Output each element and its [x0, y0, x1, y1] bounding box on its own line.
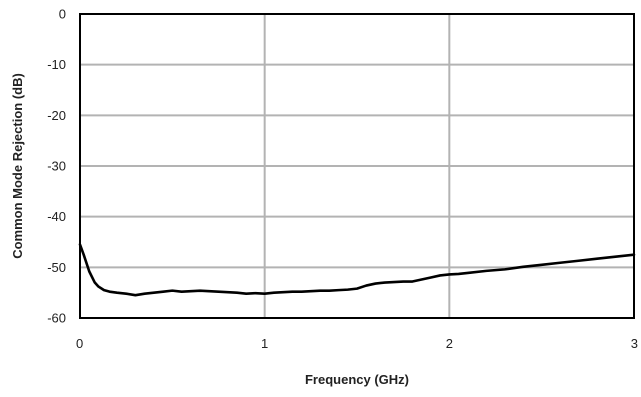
- y-tick-label: -40: [47, 209, 66, 224]
- y-axis-title: Common Mode Rejection (dB): [10, 73, 25, 259]
- y-tick-label: -20: [47, 108, 66, 123]
- x-tick-label: 3: [631, 336, 638, 351]
- x-tick-label: 1: [261, 336, 268, 351]
- plot-frame: [79, 13, 635, 319]
- series-line: [78, 243, 636, 297]
- x-axis-title: Frequency (GHz): [305, 372, 409, 387]
- y-tick-label: 0: [59, 7, 66, 22]
- y-tick-label: -10: [47, 57, 66, 72]
- x-tick-labels: 0 1 2 3: [76, 336, 638, 351]
- y-tick-labels: 0 -10 -20 -30 -40 -50 -60: [47, 7, 66, 326]
- y-tick-label: -50: [47, 260, 66, 275]
- y-tick-label: -30: [47, 159, 66, 174]
- x-tick-label: 2: [446, 336, 453, 351]
- x-tick-label: 0: [76, 336, 83, 351]
- y-tick-label: -60: [47, 311, 66, 326]
- grid: [80, 14, 634, 318]
